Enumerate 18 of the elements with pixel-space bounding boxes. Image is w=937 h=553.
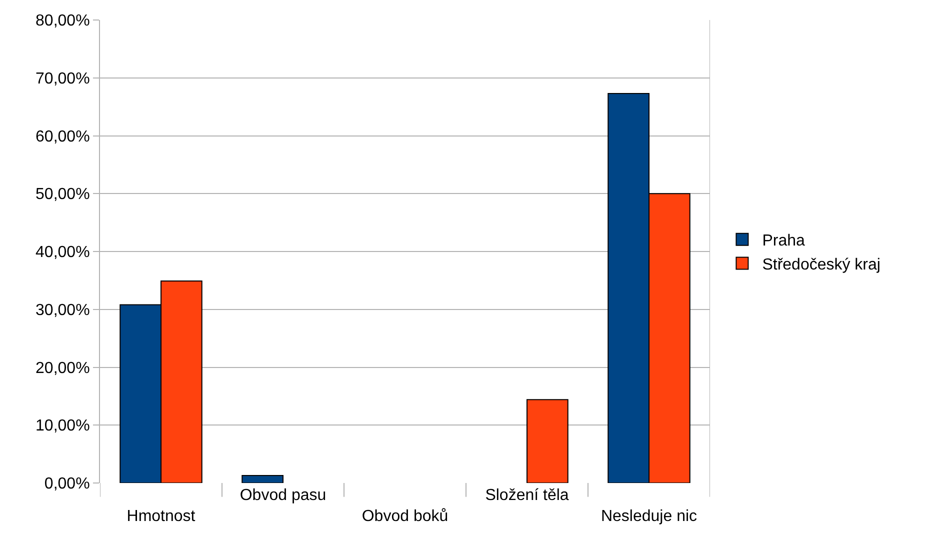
x-tick-label: Obvod boků — [362, 508, 448, 525]
bar — [526, 399, 568, 483]
x-tick-label: Složení těla — [485, 487, 569, 504]
y-tick-label: 80,00% — [36, 12, 90, 30]
y-tick-label: 50,00% — [36, 186, 90, 204]
x-tick-label: Obvod pasu — [240, 487, 326, 504]
bar — [242, 474, 284, 483]
legend-label: Praha — [762, 232, 805, 250]
y-tick-label: 10,00% — [36, 418, 90, 435]
y-tick-label: 70,00% — [36, 70, 90, 88]
y-tick-label: 60,00% — [36, 128, 90, 146]
x-tick-label: Nesleduje nic — [600, 508, 698, 525]
y-tick-label: 0,00% — [44, 476, 90, 493]
y-tick-label: 40,00% — [36, 244, 90, 262]
legend-label: Středočeský kraj — [762, 256, 880, 274]
y-tick-label: 30,00% — [36, 302, 90, 319]
y-tick-label: 20,00% — [36, 360, 90, 377]
x-tick-label: Hmotnost — [126, 508, 196, 525]
